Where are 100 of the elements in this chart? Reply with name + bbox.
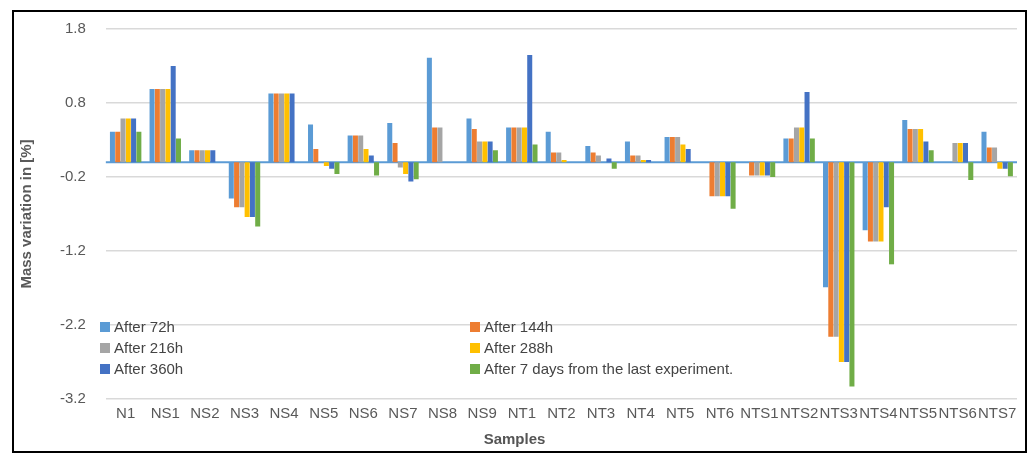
x-tick-label: NS2 <box>190 404 220 422</box>
bar <box>968 162 974 180</box>
bar <box>992 147 998 163</box>
bar <box>799 127 805 163</box>
bar <box>334 162 340 175</box>
bar <box>997 162 1003 169</box>
bar <box>125 118 131 163</box>
x-tick-label: NT6 <box>705 404 735 422</box>
bar <box>516 127 522 163</box>
bar <box>828 162 834 337</box>
bar <box>284 93 290 163</box>
x-tick-label: NS5 <box>309 404 339 422</box>
bar <box>912 128 918 163</box>
bar <box>205 150 211 163</box>
bar <box>709 162 715 197</box>
x-tick-label: NT4 <box>626 404 655 422</box>
x-tick-label: NTS6 <box>938 404 977 422</box>
bar <box>685 148 691 163</box>
bar <box>754 162 760 176</box>
bar <box>957 142 963 163</box>
y-tick-label: -2.2 <box>59 315 86 333</box>
x-tick-label: NT3 <box>586 404 616 422</box>
bar <box>532 144 538 163</box>
bar <box>131 118 137 163</box>
bar <box>392 142 398 163</box>
bar <box>928 150 934 163</box>
legend-label: After 360h <box>114 360 184 377</box>
bar <box>397 162 403 168</box>
y-axis-title: Mass variation in [%] <box>17 139 35 289</box>
bar <box>482 141 488 163</box>
x-tick-label: NT1 <box>507 404 536 422</box>
bar <box>273 93 279 163</box>
bar <box>329 162 335 169</box>
bar <box>550 152 557 163</box>
bar <box>403 162 409 175</box>
y-tick-label: -1.2 <box>59 241 86 259</box>
bar <box>561 159 567 163</box>
bar <box>154 88 160 163</box>
x-tick-label: NS7 <box>388 404 418 422</box>
x-tick-label: N1 <box>116 404 136 422</box>
bar <box>907 128 913 163</box>
bar <box>749 162 755 176</box>
bar <box>521 127 527 163</box>
bar <box>352 135 358 163</box>
bar <box>255 162 261 227</box>
bar <box>368 155 374 163</box>
legend-label: After 72h <box>114 318 175 335</box>
x-tick-label: NTS5 <box>898 404 938 422</box>
bar <box>838 162 844 362</box>
bar <box>923 141 929 163</box>
bar <box>408 162 414 182</box>
bar <box>804 91 810 163</box>
y-tick-label: -0.2 <box>59 167 86 185</box>
bar <box>487 141 493 163</box>
bar <box>363 148 369 163</box>
bar <box>646 159 652 163</box>
bar <box>873 162 879 242</box>
bar <box>170 66 176 163</box>
bar <box>437 127 443 163</box>
bar <box>962 142 969 163</box>
bar <box>471 128 477 163</box>
bar <box>278 93 284 163</box>
bar <box>556 152 562 163</box>
bar <box>199 150 205 163</box>
bar <box>289 93 295 163</box>
bar <box>770 162 776 177</box>
bar <box>714 162 720 197</box>
x-tick-label: NS1 <box>150 404 180 422</box>
bar <box>239 162 245 208</box>
x-tick-label: NTS2 <box>779 404 819 422</box>
bar <box>477 141 483 163</box>
x-tick-label: NS4 <box>269 404 299 422</box>
bar <box>323 162 329 166</box>
bar <box>115 131 121 163</box>
x-tick-label: NT5 <box>666 404 695 422</box>
bar <box>918 128 924 163</box>
bar <box>878 162 884 242</box>
x-tick-label: NT2 <box>547 404 576 422</box>
bar <box>809 138 815 163</box>
legend-label: After 288h <box>484 339 554 356</box>
bar <box>249 162 255 217</box>
bar <box>511 127 517 163</box>
bar <box>889 162 895 265</box>
x-axis-title: Samples <box>482 430 547 447</box>
bar <box>413 162 419 180</box>
bar <box>867 162 873 242</box>
bar <box>120 118 126 163</box>
x-tick-label: NTS3 <box>819 404 858 422</box>
bar <box>590 152 596 163</box>
legend-label: After 144h <box>484 318 554 335</box>
bar <box>986 147 992 163</box>
bar <box>730 162 736 209</box>
bar <box>492 150 498 163</box>
bar <box>630 155 636 163</box>
bar <box>432 127 438 163</box>
bar <box>669 137 675 163</box>
bar <box>374 162 380 176</box>
bar <box>883 162 889 208</box>
bar <box>635 155 641 163</box>
y-tick-label: 0.8 <box>64 93 86 111</box>
